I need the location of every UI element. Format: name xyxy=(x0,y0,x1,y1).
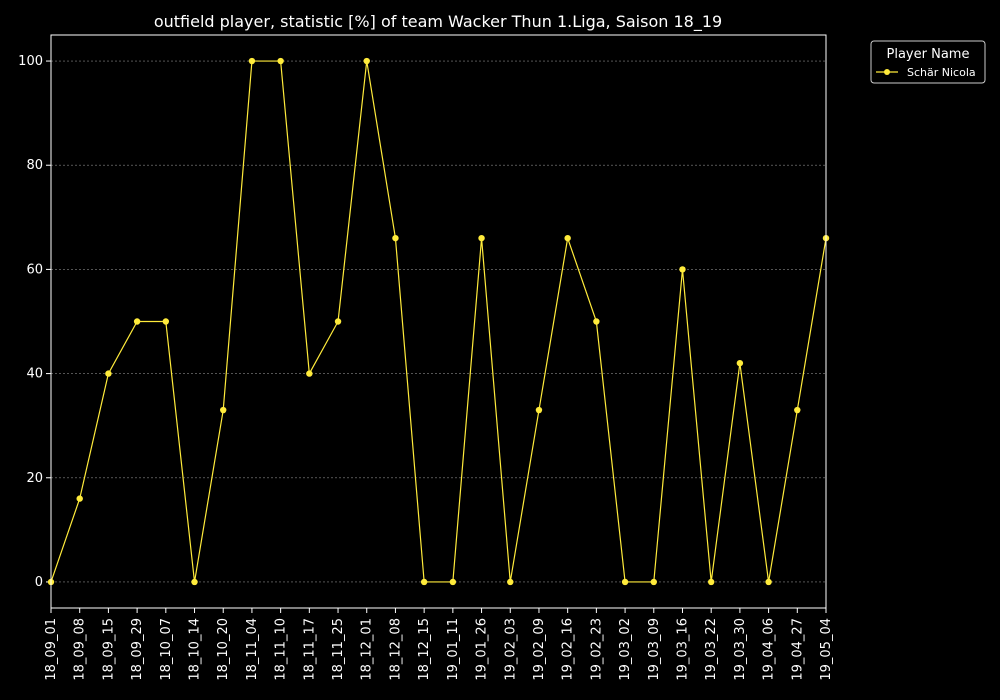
x-tick-label: 19_04_06 xyxy=(762,618,777,681)
x-tick-label: 19_03_22 xyxy=(704,618,719,681)
data-point xyxy=(248,57,256,65)
data-point xyxy=(191,578,198,586)
data-point xyxy=(650,578,657,586)
data-point xyxy=(306,370,313,377)
data-point xyxy=(621,578,629,586)
data-point xyxy=(363,57,370,65)
x-tick-label: 18_10_14 xyxy=(188,618,203,681)
data-point xyxy=(334,318,342,325)
series-group xyxy=(47,57,830,586)
data-point xyxy=(736,359,744,367)
x-tick-label: 18_09_29 xyxy=(130,618,145,681)
data-point xyxy=(535,406,543,414)
x-tick-label: 19_01_26 xyxy=(475,618,490,681)
x-tick-label: 18_09_01 xyxy=(44,618,59,681)
data-point xyxy=(449,578,457,586)
x-tick-label: 19_03_30 xyxy=(733,618,748,681)
x-tick-label: 19_02_09 xyxy=(532,618,547,681)
x-tick-label: 18_09_08 xyxy=(73,618,88,681)
data-point xyxy=(420,578,428,586)
x-tick-label: 19_03_09 xyxy=(647,618,662,681)
y-tick-label: 20 xyxy=(26,471,43,486)
data-point xyxy=(564,234,571,242)
data-point xyxy=(133,318,141,325)
x-tick-label: 18_11_17 xyxy=(302,618,317,681)
x-tick-label: 18_12_15 xyxy=(417,618,432,681)
data-point xyxy=(765,578,772,586)
data-point xyxy=(507,578,514,586)
y-tick-label: 60 xyxy=(26,262,43,277)
data-point xyxy=(478,234,485,242)
y-tick-label: 0 xyxy=(35,575,43,590)
x-tick-label: 19_02_03 xyxy=(503,618,518,681)
x-tick-label: 18_11_10 xyxy=(274,618,289,681)
data-point xyxy=(707,578,715,586)
legend-dot-marker xyxy=(884,69,890,75)
x-axis: 18_09_01 18_09_08 18_09_15 18_09_29 18_10_07… xyxy=(44,608,834,681)
data-point xyxy=(679,266,686,273)
legend-entry-label: Schär Nicola xyxy=(907,66,976,79)
data-point xyxy=(593,318,600,325)
data-point xyxy=(105,370,112,377)
x-tick-label: 19_02_16 xyxy=(561,618,576,681)
series-line xyxy=(50,60,827,583)
x-tick-label: 19_01_11 xyxy=(446,618,461,681)
data-point xyxy=(76,495,83,502)
x-tick-label: 19_03_16 xyxy=(675,618,690,681)
x-tick-label: 18_10_07 xyxy=(159,618,174,681)
y-tick-label: 40 xyxy=(26,367,43,382)
x-tick-label: 18_10_20 xyxy=(216,618,231,681)
data-point xyxy=(392,234,399,242)
x-tick-label: 18_11_25 xyxy=(331,618,346,681)
x-tick-label: 19_04_27 xyxy=(790,618,805,681)
legend-box xyxy=(870,40,986,84)
x-tick-label: 18_09_15 xyxy=(101,618,116,681)
legend-title: Player Name xyxy=(887,47,970,62)
x-tick-label: 19_03_02 xyxy=(618,618,633,681)
plot-frame xyxy=(50,34,827,609)
y-tick-label: 100 xyxy=(18,54,43,69)
x-tick-label: 18_12_08 xyxy=(388,618,403,681)
legend: Player Name Schär Nicola xyxy=(870,40,986,84)
grid xyxy=(51,60,826,583)
y-axis: 0 20 40 60 80 100 xyxy=(18,54,51,590)
x-tick-label: 19_05_04 xyxy=(819,618,834,681)
data-point xyxy=(162,318,170,325)
x-tick-label: 18_11_04 xyxy=(245,618,260,681)
x-tick-label: 18_12_01 xyxy=(360,618,375,681)
data-point xyxy=(794,406,801,414)
data-point xyxy=(277,57,284,65)
data-point xyxy=(220,406,227,414)
y-tick-label: 80 xyxy=(26,158,43,173)
x-tick-label: 19_02_23 xyxy=(589,618,604,681)
chart-title: outfield player, statistic [%] of team W… xyxy=(154,12,722,32)
